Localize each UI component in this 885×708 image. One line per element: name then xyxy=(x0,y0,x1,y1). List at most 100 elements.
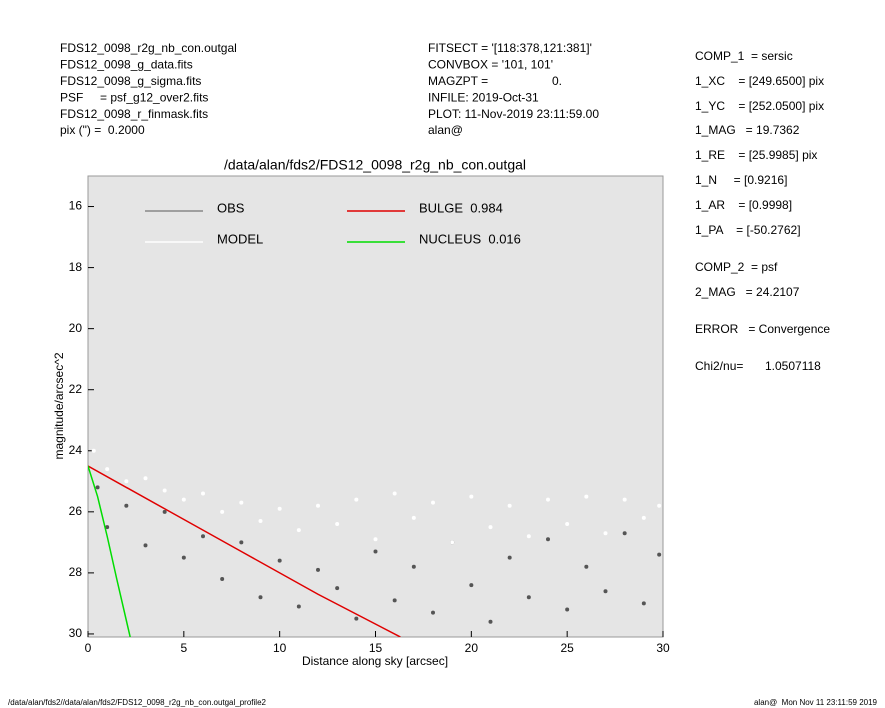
data-point xyxy=(258,518,263,523)
fit-parameter: 1_PA = [-50.2762] xyxy=(695,223,801,237)
data-point xyxy=(181,497,186,502)
x-tick-label: 15 xyxy=(369,641,383,655)
data-point xyxy=(657,503,662,508)
data-point xyxy=(411,564,416,569)
header-left-line: FDS12_0098_g_data.fits xyxy=(60,58,193,72)
plot-data xyxy=(88,448,662,637)
fit-parameter: 1_XC = [249.6500] pix xyxy=(695,74,824,88)
data-point xyxy=(220,509,225,514)
chi2-value: 1.0507118 xyxy=(765,359,821,373)
header-middle-line: PLOT: 11-Nov-2019 23:11:59.00 xyxy=(428,107,599,121)
x-tick-label: 10 xyxy=(273,641,287,655)
footer-left: /data/alan/fds2//data/alan/fds2/FDS12_00… xyxy=(8,698,267,707)
data-point xyxy=(392,598,397,603)
data-point xyxy=(95,485,100,490)
plot-area xyxy=(87,175,664,638)
fit-parameter: COMP_1 = sersic xyxy=(695,49,793,63)
data-point xyxy=(450,540,455,545)
data-point xyxy=(622,497,627,502)
data-point xyxy=(411,515,416,520)
header-middle-line: CONVBOX = '101, 101' xyxy=(428,58,553,72)
y-tick-label: 28 xyxy=(69,565,83,579)
y-tick-label: 26 xyxy=(69,504,83,518)
data-point xyxy=(488,619,493,624)
magzpt-value: 0. xyxy=(552,74,562,88)
data-point xyxy=(373,549,378,554)
data-point xyxy=(296,604,301,609)
data-point xyxy=(657,552,662,557)
data-point xyxy=(105,525,110,530)
header-middle-line: alan@ xyxy=(428,123,463,137)
header-middle-line: MAGZPT = xyxy=(428,74,488,88)
data-point xyxy=(143,476,148,481)
x-tick-label: 20 xyxy=(465,641,479,655)
data-point xyxy=(622,531,627,536)
y-tick-label: 30 xyxy=(69,626,83,640)
data-point xyxy=(201,491,205,496)
header-left-line: FDS12_0098_g_sigma.fits xyxy=(60,74,201,88)
y-tick-label: 16 xyxy=(69,199,83,213)
x-tick-label: 30 xyxy=(656,641,670,655)
legend-label: NUCLEUS 0.016 xyxy=(419,231,521,246)
x-tick-label: 5 xyxy=(180,641,187,655)
data-point xyxy=(507,503,512,508)
x-axis-label: Distance along sky [arcsec] xyxy=(302,654,448,668)
data-point xyxy=(316,503,320,508)
data-point xyxy=(641,601,646,606)
data-point xyxy=(354,616,359,621)
data-point xyxy=(143,543,148,548)
legend-label: BULGE 0.984 xyxy=(419,200,503,215)
data-point xyxy=(162,488,167,493)
data-point xyxy=(316,567,320,572)
data-point xyxy=(584,564,589,569)
data-point xyxy=(431,500,435,505)
data-point xyxy=(526,534,531,539)
y-tick-label: 24 xyxy=(69,443,83,457)
header-left-line: FDS12_0098_r2g_nb_con.outgal xyxy=(60,41,237,55)
data-point xyxy=(469,583,474,588)
header-middle-line: INFILE: 2019-Oct-31 xyxy=(428,90,539,104)
data-point xyxy=(239,500,244,505)
data-point xyxy=(641,515,646,520)
data-point xyxy=(431,610,435,615)
data-point xyxy=(526,595,531,600)
footer-right: alan@ Mon Nov 11 23:11:59 2019 xyxy=(754,698,878,707)
fit-parameter: Chi2/nu= xyxy=(695,359,743,373)
data-point xyxy=(507,555,512,560)
fit-parameter: 1_MAG = 19.7362 xyxy=(695,123,800,137)
data-point xyxy=(296,528,301,533)
fit-parameter: 1_N = [0.9216] xyxy=(695,173,787,187)
legend-label: MODEL xyxy=(217,231,263,246)
data-point xyxy=(239,540,244,545)
y-axis-label: magnitude/arcsec^2 xyxy=(52,352,66,459)
fit-parameter: 1_YC = [252.0500] pix xyxy=(695,99,824,113)
fit-parameter: ERROR = Convergence xyxy=(695,322,830,336)
header-left-line: PSF = psf_g12_over2.fits xyxy=(60,90,208,104)
data-point xyxy=(488,525,493,530)
data-point xyxy=(91,448,96,453)
data-point xyxy=(584,494,589,499)
fit-parameter: 2_MAG = 24.2107 xyxy=(695,285,800,299)
fit-line xyxy=(88,465,131,637)
data-point xyxy=(105,467,110,472)
data-point xyxy=(201,534,205,539)
y-tick-label: 20 xyxy=(69,321,83,335)
data-point xyxy=(546,497,550,502)
data-point xyxy=(603,531,608,536)
data-point xyxy=(181,555,186,560)
data-point xyxy=(277,558,282,563)
data-point xyxy=(565,607,570,612)
data-point xyxy=(277,506,282,511)
y-tick-label: 18 xyxy=(69,260,83,274)
data-point xyxy=(335,522,340,527)
y-tick-label: 22 xyxy=(69,382,83,396)
header-left-line: pix (") = 0.2000 xyxy=(60,123,145,137)
data-point xyxy=(162,509,167,514)
data-point xyxy=(124,503,129,508)
data-point xyxy=(373,537,378,542)
data-point xyxy=(124,479,129,484)
fit-parameter: COMP_2 = psf xyxy=(695,260,778,274)
header-left-line: FDS12_0098_r_finmask.fits xyxy=(60,107,208,121)
data-point xyxy=(258,595,263,600)
